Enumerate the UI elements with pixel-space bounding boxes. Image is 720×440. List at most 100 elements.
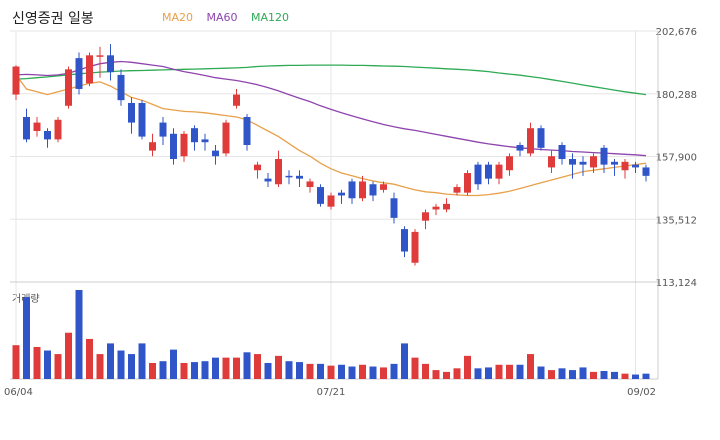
volume-bar	[233, 357, 240, 379]
volume-bar	[191, 362, 198, 379]
candle-body	[611, 161, 618, 165]
price-tick-label: 113,124	[656, 278, 697, 289]
candle-body	[359, 181, 366, 199]
volume-bar	[485, 367, 492, 379]
candle-body	[485, 164, 492, 179]
volume-bar	[254, 354, 261, 379]
volume-bar	[621, 373, 629, 379]
volume-bar	[159, 361, 167, 379]
volume-bar	[65, 332, 72, 379]
candle-body	[642, 167, 650, 176]
price-tick-label: 135,512	[656, 215, 697, 226]
candle-body	[107, 55, 114, 73]
volume-bar	[369, 366, 377, 379]
date-tick-label: 07/21	[317, 387, 346, 398]
volume-bar	[96, 354, 104, 379]
candle-body	[495, 164, 503, 179]
chart-title: 신영증권 일봉	[12, 11, 94, 27]
volume-bar	[359, 364, 366, 379]
volume-bar	[453, 368, 461, 379]
volume-bar	[201, 361, 209, 379]
candle-body	[212, 150, 219, 157]
candle-body	[86, 55, 93, 84]
candle-body	[443, 203, 450, 210]
volume-bar	[296, 362, 303, 379]
volume-bar	[317, 363, 324, 379]
candle-body	[296, 175, 303, 179]
candle-body	[579, 161, 587, 165]
candle-body	[516, 145, 524, 151]
candle-body	[222, 122, 230, 154]
legend-ma60: MA60	[206, 11, 238, 24]
volume-bar	[495, 364, 503, 379]
candle-body	[317, 187, 324, 204]
volume-bar	[443, 371, 450, 379]
volume-bar	[411, 357, 419, 379]
volume-bar	[180, 362, 188, 379]
volume-bar	[275, 355, 282, 379]
candle-body	[254, 164, 261, 171]
candle-body	[600, 147, 608, 165]
volume-bar	[348, 366, 356, 379]
volume-bar	[548, 370, 555, 379]
candle-body	[149, 142, 156, 151]
volume-bar	[23, 297, 30, 379]
volume-bar	[12, 345, 20, 379]
candle-body	[327, 195, 335, 207]
volume-bar	[327, 365, 335, 379]
volume-bar	[54, 354, 62, 379]
candle-body	[621, 161, 629, 171]
volume-bar	[632, 374, 639, 379]
volume-bar	[285, 361, 293, 379]
candle-body	[464, 173, 471, 193]
candle-body	[527, 128, 534, 154]
volume-bar	[569, 370, 576, 379]
volume-bar	[590, 371, 597, 379]
candle-body	[411, 231, 419, 263]
candle-body	[65, 69, 72, 106]
volume-bar	[474, 368, 482, 379]
volume-bar	[117, 350, 125, 379]
volume-bar	[432, 370, 440, 379]
candle-body	[338, 192, 345, 196]
volume-bar	[600, 370, 608, 379]
candle-body	[548, 156, 555, 168]
candle-body	[117, 74, 125, 101]
volume-bar	[527, 354, 534, 379]
legend-ma20: MA20	[162, 11, 194, 24]
volume-bar	[149, 362, 156, 379]
volume-bar	[306, 363, 314, 379]
volume-bar	[86, 338, 93, 379]
candle-body	[380, 184, 387, 190]
price-tick-label: 180,288	[656, 90, 697, 101]
candle-body	[422, 212, 429, 221]
candle-body	[453, 187, 461, 193]
volume-bar	[138, 343, 146, 379]
volume-bar	[464, 355, 471, 379]
candle-body	[96, 55, 104, 57]
volume-bar	[75, 290, 83, 379]
volume-bar	[390, 363, 398, 379]
candle-body	[170, 133, 177, 160]
volume-bar	[422, 363, 429, 379]
candle-body	[180, 133, 188, 157]
candle-body	[54, 119, 62, 140]
volume-bar	[380, 367, 387, 379]
candle-body	[128, 102, 135, 123]
volume-bar	[212, 357, 219, 379]
candle-body	[569, 159, 576, 165]
date-tick-label: 06/04	[4, 387, 33, 398]
legend-ma120: MA120	[251, 11, 290, 24]
candle-body	[201, 139, 209, 143]
volume-bar	[222, 357, 230, 379]
candle-body	[33, 122, 41, 131]
candle-body	[632, 164, 639, 168]
candle-body	[348, 181, 356, 199]
candle-body	[159, 122, 167, 137]
candle-body	[401, 229, 408, 252]
volume-bar	[243, 352, 251, 379]
candle-body	[432, 206, 440, 210]
candle-body	[264, 178, 272, 182]
